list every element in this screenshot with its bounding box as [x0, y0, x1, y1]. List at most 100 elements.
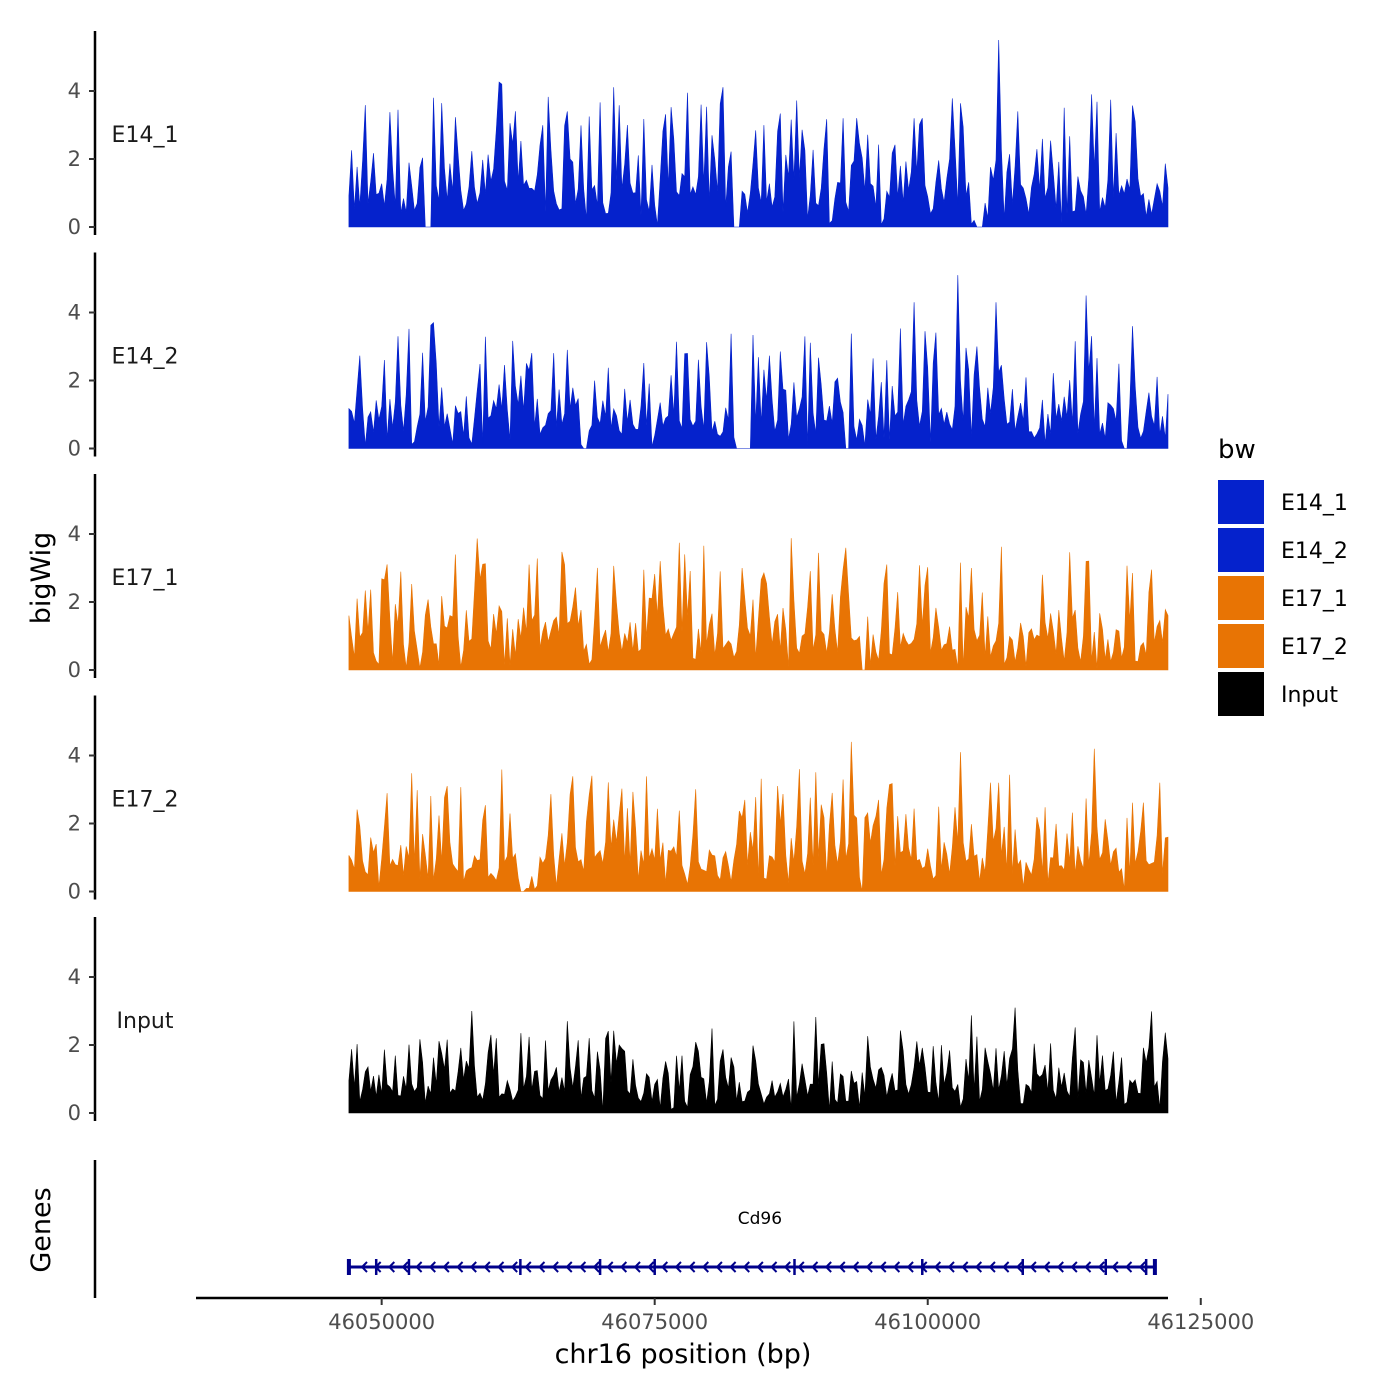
y-tick-label: 4	[68, 79, 81, 103]
y-tick-label: 2	[68, 1033, 81, 1057]
strand-arrow	[797, 1261, 805, 1273]
legend-swatch	[1218, 528, 1264, 572]
legend-swatch	[1218, 576, 1264, 620]
x-tick-label: 46100000	[874, 1310, 981, 1334]
legend-swatch	[1218, 624, 1264, 668]
strand-arrow	[770, 1261, 778, 1273]
track-input: 0 2 4 Input	[68, 917, 1169, 1125]
signal-area-e17-2	[348, 741, 1169, 892]
strand-arrow	[933, 1261, 942, 1273]
y-tick-label: 2	[68, 590, 81, 614]
strand-arrow	[442, 1261, 450, 1273]
track-label: E14_2	[112, 345, 179, 370]
strand-arrow	[879, 1261, 887, 1273]
strand-arrow	[1056, 1261, 1064, 1273]
y-tick-label: 4	[68, 301, 81, 325]
strand-arrow	[401, 1261, 409, 1273]
strand-arrow	[469, 1261, 477, 1273]
legend-label: E14_2	[1281, 539, 1348, 564]
strand-arrow	[688, 1261, 696, 1273]
strand-arrow	[1029, 1261, 1037, 1273]
legend-label: Input	[1281, 683, 1338, 708]
y-tick-label: 4	[68, 744, 81, 768]
gene-track: Cd96	[93, 1160, 1157, 1298]
track-e14-1: 0 2 4 E14_1	[68, 31, 1169, 239]
track-e14-2: 0 2 4 E14_2	[68, 252, 1169, 461]
y-tick-label: 0	[68, 215, 81, 239]
signal-area-e14-2	[348, 275, 1169, 449]
legend-swatch	[1218, 480, 1264, 524]
y-tick-label: 0	[68, 1101, 81, 1125]
track-label: E17_1	[112, 566, 179, 591]
strand-arrow	[1070, 1261, 1078, 1273]
y-tick-label: 2	[68, 147, 81, 171]
track-label: E14_1	[112, 123, 179, 148]
strand-arrow	[1125, 1261, 1133, 1273]
gene-boundary	[346, 1259, 351, 1275]
strand-arrow	[824, 1261, 832, 1273]
strand-arrow	[538, 1261, 546, 1273]
strand-arrow	[1111, 1261, 1119, 1273]
strand-arrow	[579, 1261, 587, 1273]
y-tick-label: 2	[68, 369, 81, 393]
strand-arrow	[906, 1261, 914, 1273]
y-axis-title: bigWig	[26, 532, 57, 625]
x-axis: 46050000 46075000 46100000 46125000	[196, 1296, 1254, 1334]
legend-label: E14_1	[1281, 491, 1348, 516]
signal-area-input	[348, 1007, 1169, 1114]
strand-arrow	[811, 1261, 819, 1273]
gene-name-label: Cd96	[738, 1209, 782, 1229]
y-tick-label: 4	[68, 522, 81, 546]
x-tick-label: 46075000	[601, 1310, 708, 1334]
strand-arrow	[988, 1261, 996, 1273]
strand-arrow	[387, 1261, 396, 1273]
strand-arrow	[483, 1261, 491, 1273]
x-axis-title: chr16 position (bp)	[555, 1339, 812, 1370]
strand-arrow	[852, 1261, 860, 1273]
y-tick-label: 0	[68, 658, 81, 682]
strand-arrow	[660, 1261, 669, 1273]
strand-arrow	[674, 1261, 682, 1273]
strand-arrow	[1097, 1261, 1105, 1273]
x-tick-label: 46125000	[1147, 1310, 1254, 1334]
strand-arrow	[1043, 1261, 1051, 1273]
y-tick-label: 0	[68, 437, 81, 461]
strand-arrow	[592, 1261, 600, 1273]
legend-label: E17_2	[1281, 635, 1348, 660]
strand-arrow	[510, 1261, 518, 1273]
strand-arrow	[783, 1261, 791, 1273]
y-tick-label: 0	[68, 880, 81, 904]
strand-arrow	[974, 1261, 983, 1273]
strand-arrow	[497, 1261, 505, 1273]
legend-title: bw	[1218, 435, 1256, 465]
strand-arrow	[647, 1261, 655, 1273]
strand-arrow	[756, 1261, 764, 1273]
strand-arrow	[961, 1261, 969, 1273]
strand-arrow	[606, 1261, 614, 1273]
strand-arrow	[742, 1261, 750, 1273]
signal-area-e14-1	[348, 39, 1169, 228]
strand-arrow	[428, 1261, 436, 1273]
strand-arrow	[838, 1261, 846, 1273]
strand-arrow	[701, 1261, 710, 1273]
strand-arrow	[893, 1261, 901, 1273]
strand-arrow	[715, 1261, 723, 1273]
genes-axis-title: Genes	[26, 1187, 57, 1272]
y-tick-label: 2	[68, 812, 81, 836]
x-tick-label: 46050000	[328, 1310, 435, 1334]
strand-arrow	[1138, 1261, 1146, 1273]
strand-arrow	[415, 1261, 423, 1273]
strand-arrow	[729, 1261, 737, 1273]
track-e17-2: 0 2 4 E17_2	[68, 695, 1169, 904]
strand-arrow	[619, 1261, 628, 1273]
strand-arrow	[865, 1261, 873, 1273]
strand-arrow	[1084, 1261, 1092, 1273]
strand-arrow	[565, 1261, 573, 1273]
y-tick-label: 4	[68, 965, 81, 989]
bigwig-tracks: 0 2 4 E14_1 0 2 4 E14_2 0 2 4 E17_1 0 2 4 E17_2 0 2 4 Input	[68, 31, 1169, 1125]
strand-arrow	[551, 1261, 559, 1273]
strand-arrow	[1002, 1261, 1010, 1273]
track-label: E17_2	[112, 788, 179, 813]
strand-arrow	[947, 1261, 955, 1273]
gene-boundary	[1152, 1259, 1157, 1275]
